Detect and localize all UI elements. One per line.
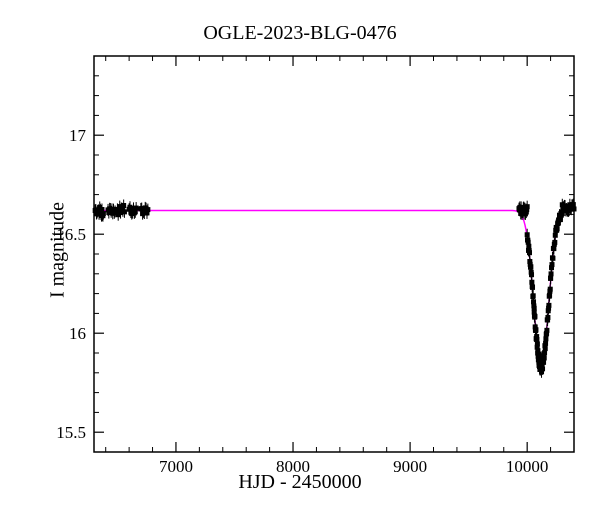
svg-text:17: 17 xyxy=(69,126,87,145)
svg-text:15.5: 15.5 xyxy=(56,423,86,442)
svg-text:16.5: 16.5 xyxy=(56,225,86,244)
svg-text:10000: 10000 xyxy=(506,457,549,476)
svg-text:9000: 9000 xyxy=(393,457,427,476)
light-curve-chart: OGLE-2023-BLG-0476 I magnitude HJD - 245… xyxy=(0,0,600,512)
svg-text:16: 16 xyxy=(69,324,86,343)
svg-text:8000: 8000 xyxy=(276,457,310,476)
svg-text:7000: 7000 xyxy=(159,457,193,476)
plot-area: 7000 8000 9000 10000 15.5 16 16.5 17 xyxy=(0,0,600,512)
